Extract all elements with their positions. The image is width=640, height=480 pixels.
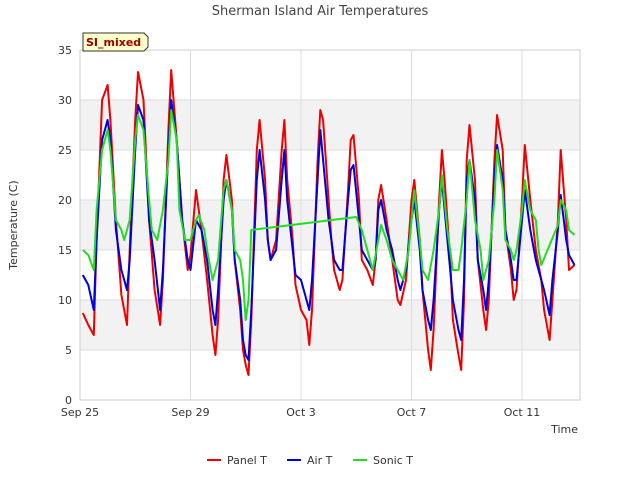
x-tick-label: Oct 3 — [286, 406, 316, 419]
legend: Panel T Air T Sonic T — [207, 454, 413, 467]
y-axis: 0 5 10 15 20 25 30 35 — [58, 44, 72, 407]
plot-frame — [79, 49, 581, 401]
y-tick-label: 20 — [58, 194, 72, 207]
y-tick-label: 30 — [58, 94, 72, 107]
legend-label-sonic-t: Sonic T — [373, 454, 413, 467]
chart-title: Sherman Island Air Temperatures — [212, 4, 429, 19]
y-tick-label: 35 — [58, 44, 72, 57]
y-tick-label: 15 — [58, 244, 72, 257]
legend-label-panel-t: Panel T — [227, 454, 267, 467]
plot-band — [80, 100, 580, 150]
mixed-badge-label: SI_mixed — [86, 36, 141, 49]
legend-label-air-t: Air T — [307, 454, 333, 467]
plot-band — [80, 50, 580, 100]
y-tick-label: 25 — [58, 144, 72, 157]
plot-band — [80, 350, 580, 400]
x-tick-label: Sep 25 — [61, 406, 99, 419]
mixed-badge: SI_mixed — [82, 32, 149, 52]
x-tick-label: Oct 11 — [504, 406, 541, 419]
series-lines — [81, 69, 576, 376]
x-axis: Sep 25 Sep 29 Oct 3 Oct 7 Oct 11 — [61, 406, 540, 419]
x-tick-label: Oct 7 — [397, 406, 427, 419]
y-axis-label: Temperature (C) — [7, 180, 20, 270]
y-tick-label: 10 — [58, 294, 72, 307]
x-axis-label: Time — [550, 423, 578, 436]
y-tick-label: 0 — [65, 394, 72, 407]
y-tick-label: 5 — [65, 344, 72, 357]
series-line-sonic-t — [82, 109, 576, 321]
x-tick-label: Sep 29 — [171, 406, 209, 419]
plot-band — [80, 300, 580, 350]
